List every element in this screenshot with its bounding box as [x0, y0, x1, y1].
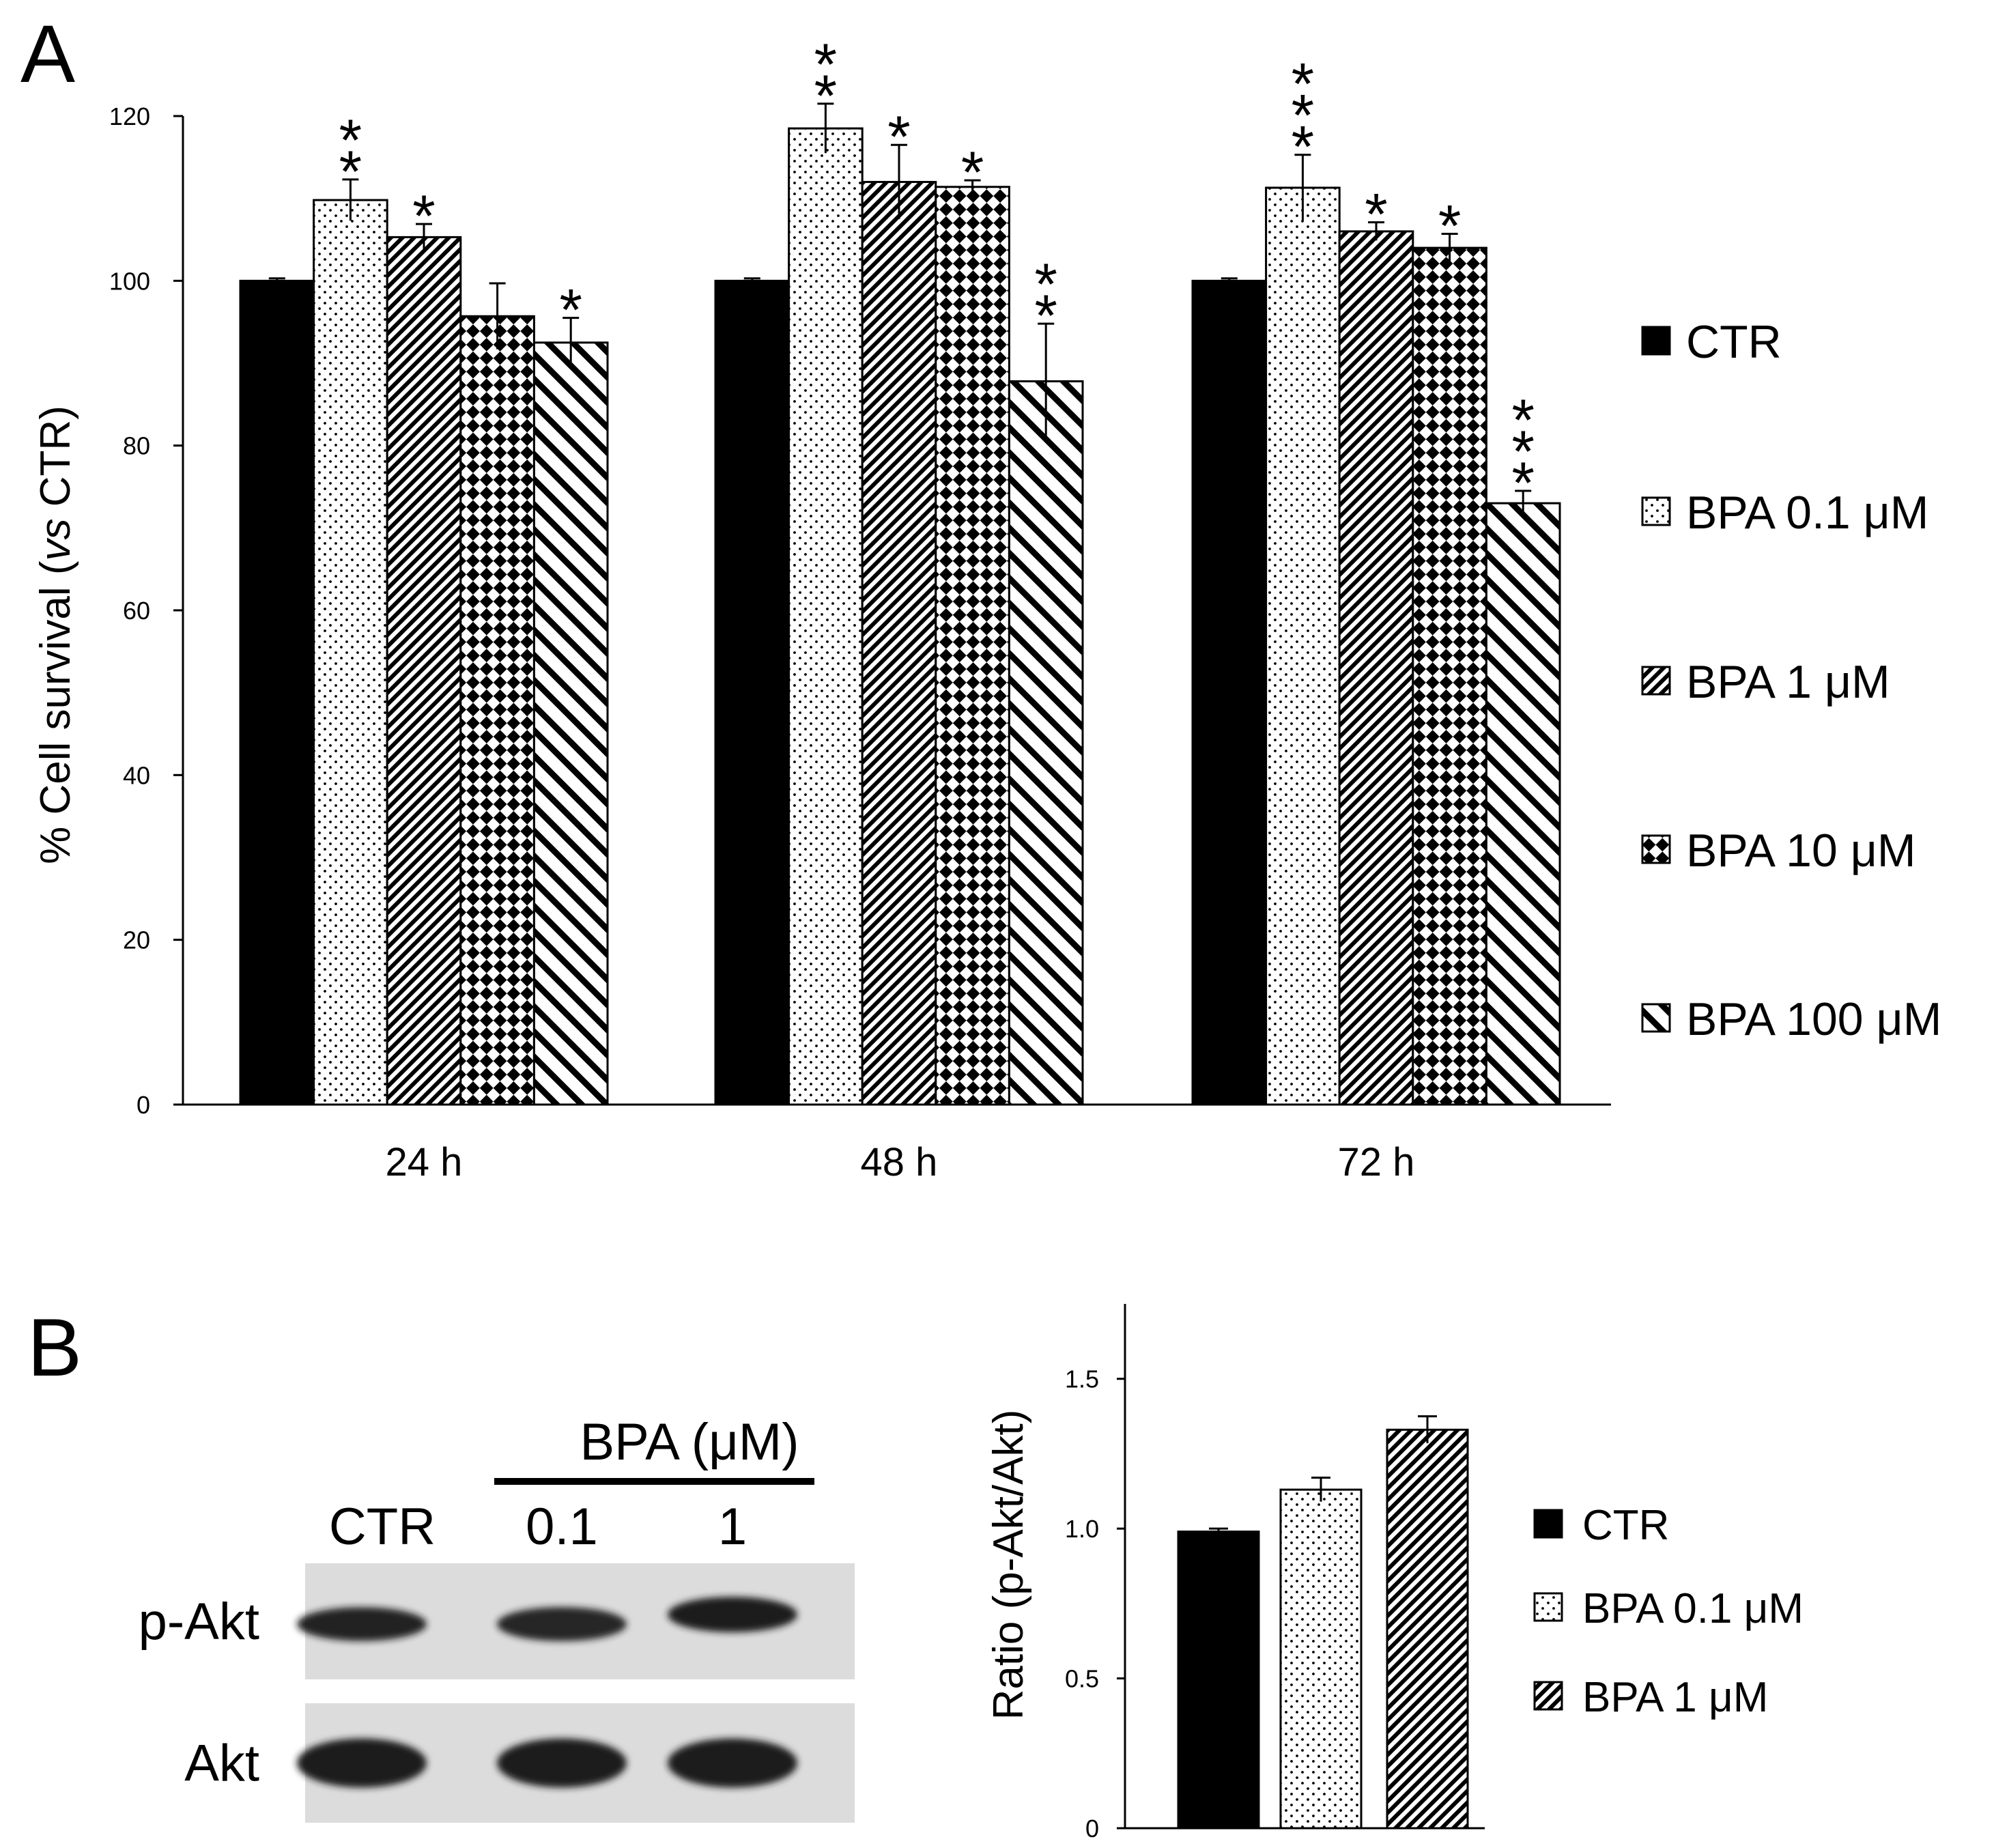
chart-b-legend-label: CTR: [1582, 1502, 1669, 1549]
chart-a-significance-star: *: [1292, 52, 1314, 117]
chart-b-bar: [1177, 1531, 1260, 1830]
panel-label-b: B: [27, 1302, 82, 1393]
chart-a-significance-star: *: [1034, 252, 1057, 317]
blot-row-label: Akt: [184, 1735, 259, 1793]
blot-lane-labels: CTR 0.1 1: [329, 1498, 747, 1556]
blot-treatment-label: BPA (μM): [580, 1413, 799, 1471]
chart-a-y-axis-label: % Cell survival (vs CTR): [32, 406, 79, 864]
blot-band: [297, 1738, 427, 1788]
chart-a-significance-star: *: [887, 104, 910, 170]
chart-a-bar: [1191, 279, 1268, 1106]
chart-a-legend-label: BPA 10 μM: [1686, 825, 1916, 877]
blot-row-label: p-Akt: [139, 1593, 259, 1651]
chart-b-legend-label: BPA 1 μM: [1582, 1674, 1768, 1721]
chart-a-significance-star: *: [559, 278, 582, 343]
chart-b-y-tick-label: 1.0: [1065, 1515, 1099, 1543]
chart-a-significance-star: *: [1292, 115, 1314, 180]
chart-b-legend-swatch: [1533, 1592, 1563, 1622]
chart-b-legend-swatch: [1533, 1681, 1563, 1711]
chart-a-y-tick-label: 80: [123, 432, 150, 460]
chart-a-bar: [1338, 230, 1414, 1106]
chart-b-y-axis-label: Ratio (p-Akt/Akt): [985, 1410, 1032, 1720]
chart-b-y-tick-label: 1.5: [1065, 1365, 1099, 1393]
chart-a-legend-swatch: [1641, 1003, 1671, 1033]
chart-a-bars: ************** ****: [239, 32, 1561, 1106]
chart-a-y-tick-label: 120: [109, 102, 150, 130]
chart-a-y-tick-label: 100: [109, 267, 150, 295]
chart-a-y-tick-label: 20: [123, 926, 150, 954]
chart-a-legend-label: BPA 1 μM: [1686, 656, 1890, 708]
chart-b-y-tick-label: 0.5: [1065, 1665, 1099, 1693]
chart-a-legend-label: CTR: [1686, 316, 1782, 368]
western-blot: BPA (μM) CTR 0.1 1 p-Akt Akt: [139, 1413, 855, 1823]
chart-a-significance-star: *: [961, 140, 984, 205]
chart-a-significance-star: *: [1292, 83, 1314, 149]
blot-band: [668, 1597, 797, 1632]
chart-b-bars: [1177, 1415, 1469, 1830]
chart-a-y-tick-label: 40: [123, 761, 150, 789]
chart-a-legend-swatch: [1641, 326, 1671, 356]
blot-lane-label: 0.1: [526, 1498, 598, 1556]
chart-b-bar: [1279, 1488, 1363, 1830]
chart-a-significance-star: *: [1365, 182, 1387, 248]
blot-lane-label: CTR: [329, 1498, 436, 1556]
blot-band: [668, 1738, 797, 1788]
chart-a-legend-swatch: [1641, 834, 1671, 864]
blot-band: [297, 1607, 427, 1641]
chart-a-significance-star: *: [1438, 194, 1461, 259]
chart-a-significance-star: *: [412, 184, 435, 249]
chart-b-legend-label: BPA 0.1 μM: [1582, 1585, 1804, 1632]
chart-a-significance-star: *: [814, 32, 837, 98]
chart-a-bar: [1008, 380, 1084, 1106]
blot-band: [497, 1738, 627, 1788]
chart-a-significance-star: *: [1511, 451, 1534, 516]
chart-a-legend-label: BPA 0.1 μM: [1686, 487, 1928, 539]
blot-rows: p-Akt Akt: [139, 1563, 855, 1823]
chart-a-y-ticks: 0 20 40 60 80 100 120: [109, 102, 183, 1119]
chart-a-y-tick-label: 60: [123, 597, 150, 625]
chart-a-bar: [1412, 246, 1487, 1106]
chart-b-bar: [1386, 1428, 1469, 1830]
chart-a-bar: [788, 127, 864, 1106]
blot-band: [497, 1606, 627, 1642]
chart-a-significance-star: *: [339, 108, 362, 173]
chart-a-bar: [386, 236, 462, 1106]
chart-a-significance-star: *: [1511, 388, 1534, 453]
chart-b: 0 0.5 1.0 1.5 Ratio (p-Akt/Akt) CTR BPA 0.1 …: [985, 1304, 1804, 1843]
chart-a-significance-star: *: [339, 139, 362, 205]
panel-label-a: A: [20, 8, 75, 100]
chart-a-significance-star: *: [1511, 419, 1534, 485]
chart-a-legend-label: BPA 100 μM: [1686, 993, 1941, 1045]
chart-a-category-labels: 24 h 48 h 72 h: [386, 1140, 1415, 1184]
chart-a-bar: [935, 186, 1010, 1106]
chart-a-bar: [1265, 186, 1341, 1106]
chart-a: 0 20 40 60 80 100 120 % Cell survival (vs CTR)…: [32, 32, 1941, 1184]
chart-a-bar: [714, 279, 790, 1106]
chart-a-legend-swatch: [1641, 666, 1671, 696]
chart-a-legend: CTR BPA 0.1 μM BPA 1 μM BPA 10 μM BPA 100 μM: [1641, 316, 1941, 1045]
chart-a-legend-swatch: [1641, 496, 1671, 526]
chart-a-significance-star: *: [1034, 283, 1057, 349]
chart-a-bar: [861, 181, 937, 1106]
chart-b-y-tick-label: 0: [1085, 1815, 1099, 1843]
chart-a-category-label: 24 h: [386, 1140, 463, 1184]
chart-a-category-label: 48 h: [861, 1140, 938, 1184]
blot-lane-label: 1: [718, 1498, 747, 1556]
chart-a-y-tick-label: 0: [137, 1091, 150, 1119]
chart-a-category-label: 72 h: [1338, 1140, 1415, 1184]
chart-a-bar: [1485, 502, 1561, 1106]
chart-b-legend-swatch: [1533, 1509, 1563, 1539]
chart-a-bar: [459, 315, 535, 1106]
chart-a-significance-star: *: [814, 63, 837, 129]
chart-a-bar: [313, 199, 388, 1106]
chart-b-legend: CTR BPA 0.1 μM BPA 1 μM: [1533, 1502, 1804, 1721]
chart-a-bar: [239, 279, 315, 1106]
chart-a-bar: [532, 341, 609, 1106]
chart-b-y-ticks: 0 0.5 1.0 1.5: [1065, 1365, 1125, 1843]
